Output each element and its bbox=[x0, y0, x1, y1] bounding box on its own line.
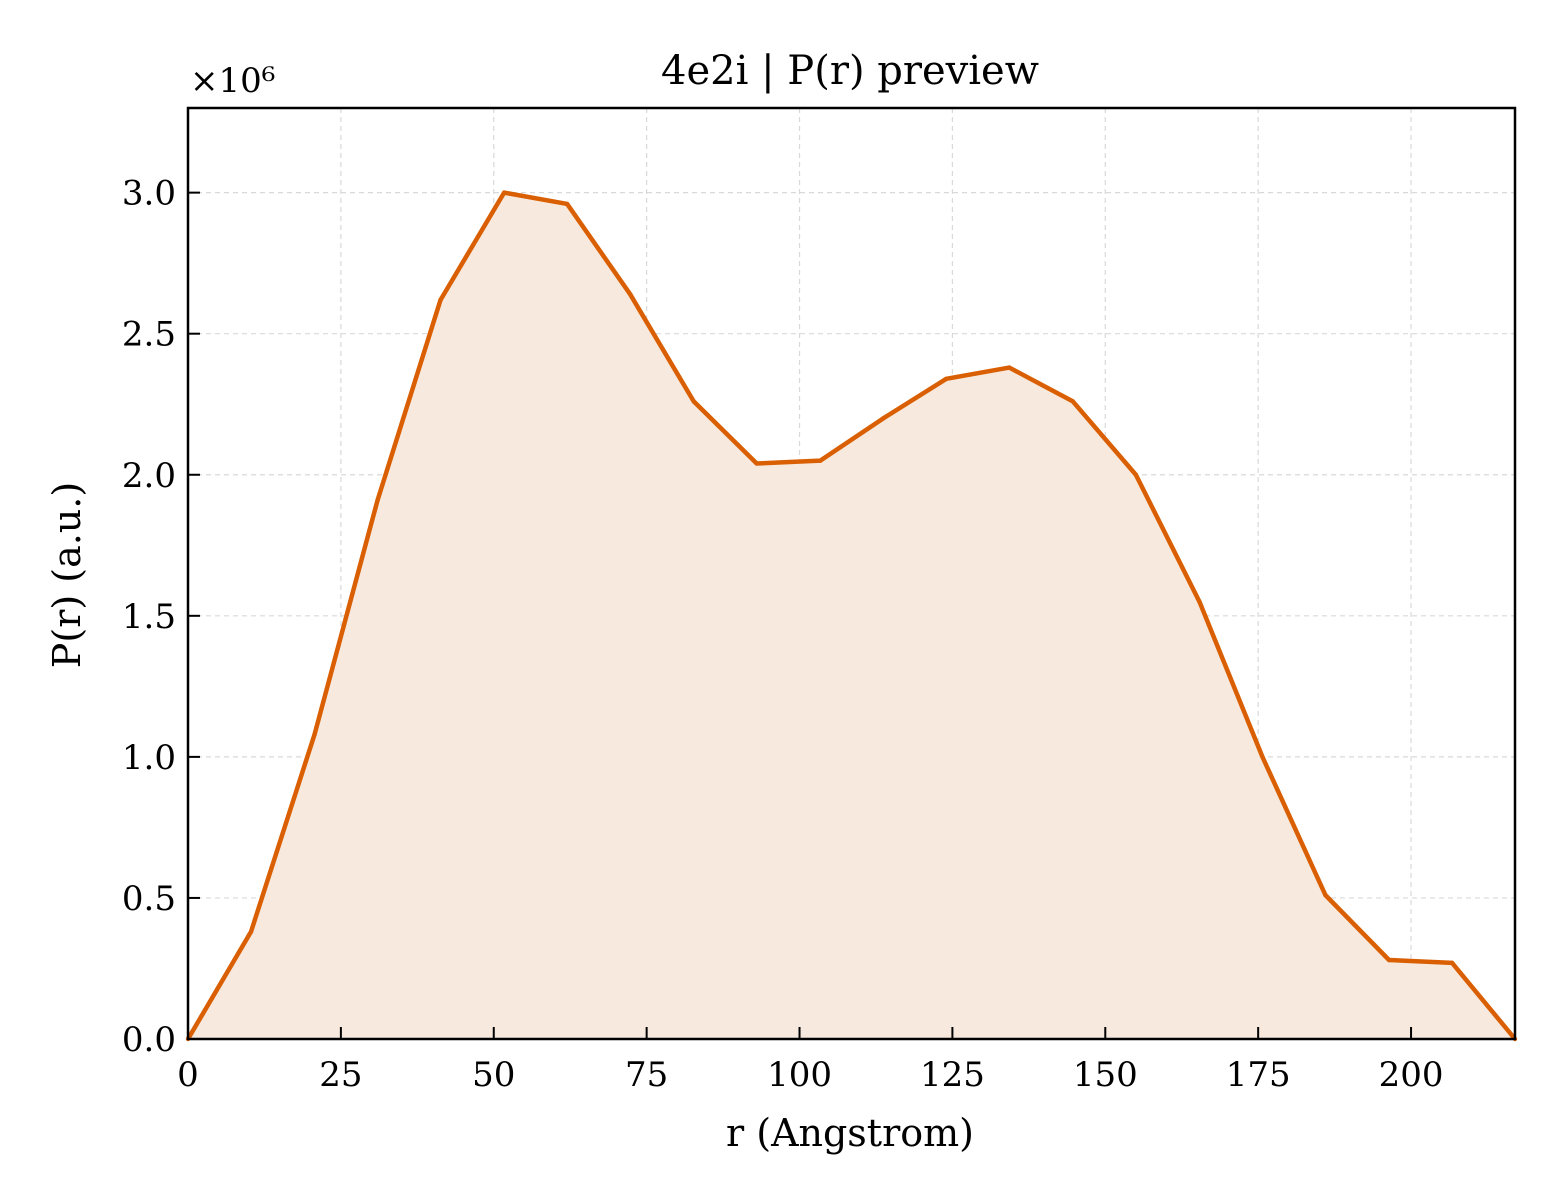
data-point bbox=[691, 399, 696, 404]
x-tick-label: 125 bbox=[920, 1055, 985, 1095]
data-point bbox=[1386, 957, 1392, 963]
data-point bbox=[564, 201, 570, 207]
data-point bbox=[818, 458, 823, 463]
x-tick-label: 50 bbox=[472, 1055, 515, 1095]
data-point bbox=[1197, 599, 1202, 604]
axis-ticks: 0 25 50 75 100 125 150 175 200 0.0 0.5 1.0 1.5 2.0 2.5… bbox=[122, 174, 1444, 1095]
data-point bbox=[1133, 472, 1139, 477]
y-tick-label: 3.0 bbox=[122, 174, 176, 214]
data-point bbox=[754, 461, 759, 466]
data-point bbox=[1007, 365, 1012, 370]
x-tick-label: 0 bbox=[177, 1055, 199, 1095]
series-line bbox=[186, 190, 1517, 1041]
y-tick-label: 1.5 bbox=[122, 597, 176, 637]
y-tick-label: 0.0 bbox=[122, 1020, 176, 1060]
data-point bbox=[1449, 960, 1455, 966]
data-point bbox=[1323, 892, 1328, 898]
series-area-fill bbox=[188, 192, 1515, 1040]
data-point bbox=[312, 732, 317, 737]
x-tick-label: 75 bbox=[625, 1055, 668, 1095]
data-point bbox=[881, 416, 886, 421]
data-point bbox=[375, 497, 380, 503]
data-point bbox=[248, 929, 254, 934]
y-tick-label: 1.0 bbox=[122, 738, 176, 778]
x-tick-label: 25 bbox=[319, 1055, 362, 1095]
data-point bbox=[1260, 754, 1265, 760]
chart-title: 4e2i | P(r) preview bbox=[661, 48, 1039, 94]
y-axis-multiplier: ×10⁶ bbox=[190, 61, 275, 101]
x-tick-label: 200 bbox=[1379, 1055, 1444, 1095]
x-tick-label: 150 bbox=[1073, 1055, 1138, 1095]
y-tick-label: 2.5 bbox=[122, 315, 176, 355]
y-axis-label: P(r) (a.u.) bbox=[45, 482, 89, 668]
data-point bbox=[438, 297, 443, 303]
data-point bbox=[944, 376, 949, 382]
y-tick-label: 2.0 bbox=[122, 456, 176, 496]
y-tick-label: 0.5 bbox=[122, 879, 176, 919]
data-point bbox=[501, 190, 507, 195]
data-point bbox=[627, 292, 633, 297]
x-tick-label: 100 bbox=[767, 1055, 832, 1095]
plot-frame bbox=[186, 106, 1517, 1041]
data-point bbox=[1070, 399, 1076, 404]
x-tick-label: 175 bbox=[1226, 1055, 1291, 1095]
x-axis-label: r (Angstrom) bbox=[726, 1111, 974, 1155]
